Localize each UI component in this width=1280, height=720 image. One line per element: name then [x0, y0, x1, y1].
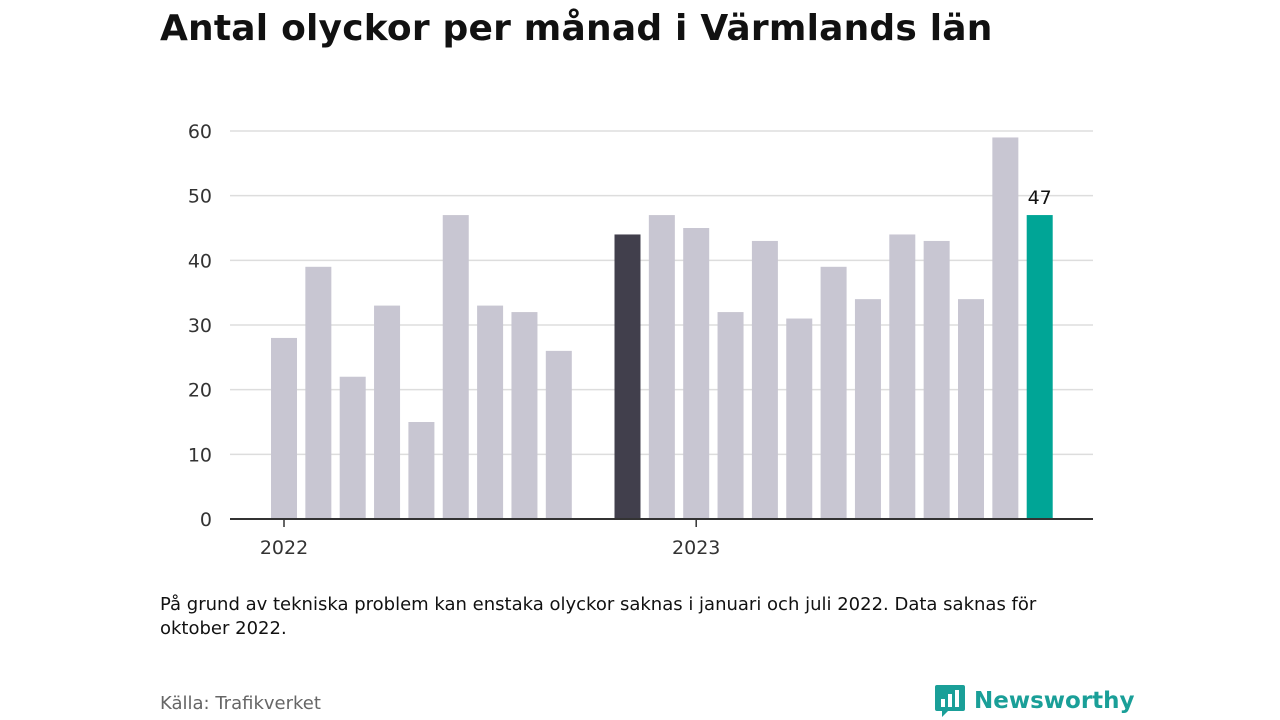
bar	[511, 312, 538, 519]
x-tick-label: 2022	[260, 537, 308, 559]
chart-title: Antal olyckor per månad i Värmlands län	[160, 8, 993, 49]
bar	[339, 376, 366, 519]
bar	[923, 240, 950, 519]
bar	[545, 350, 572, 519]
chart-note: På grund av tekniska problem kan enstaka…	[160, 594, 1037, 639]
bar	[717, 312, 744, 519]
bar	[992, 137, 1019, 519]
y-tick-label: 40	[188, 250, 212, 272]
bar	[271, 337, 297, 519]
y-tick-label: 10	[188, 444, 212, 466]
brand-name: Newsworthy	[974, 688, 1135, 714]
bar	[648, 215, 675, 520]
bar-chart: 0 10 20 30 40 50 60 2022 2023 47	[188, 121, 1093, 559]
bar	[889, 234, 916, 519]
bar	[442, 215, 469, 520]
bar	[958, 299, 984, 519]
bar	[1026, 215, 1053, 520]
bar	[820, 266, 847, 519]
bar	[477, 305, 504, 519]
y-tick-label: 30	[188, 315, 212, 337]
data-label: 47	[1028, 187, 1052, 209]
y-tick-label: 20	[188, 380, 212, 402]
bar	[614, 234, 641, 519]
bar	[374, 305, 401, 519]
bar	[786, 318, 813, 519]
y-tick-label: 0	[200, 509, 212, 531]
bar	[854, 299, 881, 519]
newsworthy-logo-icon	[935, 685, 965, 717]
bar	[751, 240, 778, 519]
source-credit: Källa: Trafikverket	[160, 693, 321, 714]
x-tick-label: 2023	[672, 537, 720, 559]
bar	[305, 266, 332, 519]
bar	[408, 422, 435, 519]
y-tick-label: 60	[188, 121, 212, 143]
bar	[683, 228, 710, 519]
y-tick-label: 50	[188, 186, 212, 208]
newsworthy-logo[interactable]: Newsworthy	[934, 684, 1135, 718]
